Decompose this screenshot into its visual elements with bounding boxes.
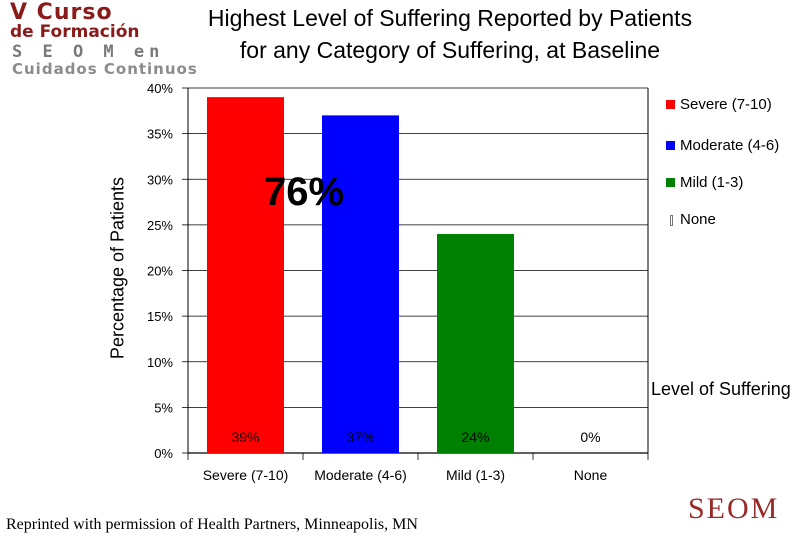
data-label: 0%	[580, 429, 600, 445]
chart-title: Highest Level of Suffering Reported by P…	[207, 5, 693, 31]
legend-label-moderate: Moderate (4-6)	[680, 137, 780, 154]
logo-line-2: de Formación	[10, 22, 140, 42]
highlight-value: 76%	[264, 170, 345, 214]
y-tick-label: 35%	[147, 127, 173, 142]
x-tick-label: Severe (7-10)	[203, 467, 289, 483]
y-tick-label: 15%	[147, 309, 173, 324]
legend-label-severe: Severe (7-10)	[680, 96, 772, 113]
bar-1	[322, 115, 399, 453]
y-tick-label: 5%	[154, 400, 173, 415]
x-tick-label: Mild (1-3)	[446, 467, 505, 483]
data-label: 24%	[461, 429, 489, 445]
legend-label-none: None	[680, 211, 716, 228]
legend-swatch-severe	[666, 100, 675, 109]
y-tick-label: 10%	[147, 355, 173, 370]
credit-text: Reprinted with permission of Health Part…	[6, 516, 418, 533]
bar-0	[207, 97, 284, 453]
y-tick-label: 0%	[154, 446, 173, 461]
legend-swatch-mild	[666, 178, 675, 187]
seom-logo: SEOM	[688, 492, 780, 525]
x-tick-label: Moderate (4-6)	[314, 467, 407, 483]
y-tick-label: 25%	[147, 218, 173, 233]
logo-line-4: Cuidados Continuos	[12, 60, 198, 78]
course-logo: V Curso de Formación S E O M en Cuidados…	[0, 0, 200, 82]
legend-swatch-moderate	[666, 141, 675, 150]
data-label: 39%	[231, 429, 259, 445]
y-axis-label: Percentage of Patients	[107, 176, 128, 360]
y-tick-label: 30%	[147, 172, 173, 187]
chart-subtitle: for any Category of Suffering, at Baseli…	[239, 37, 661, 63]
x-axis-title: Level of Suffering	[651, 379, 791, 399]
data-label: 37%	[346, 429, 374, 445]
y-tick-label: 40%	[147, 81, 173, 96]
legend-label-mild: Mild (1-3)	[680, 174, 744, 191]
legend-swatch-none	[670, 215, 673, 226]
bar-2	[437, 234, 514, 453]
logo-line-1: V Curso	[10, 0, 113, 25]
y-tick-label: 20%	[147, 264, 173, 279]
logo-line-3: S E O M en	[12, 42, 165, 62]
x-tick-label: None	[574, 467, 608, 483]
